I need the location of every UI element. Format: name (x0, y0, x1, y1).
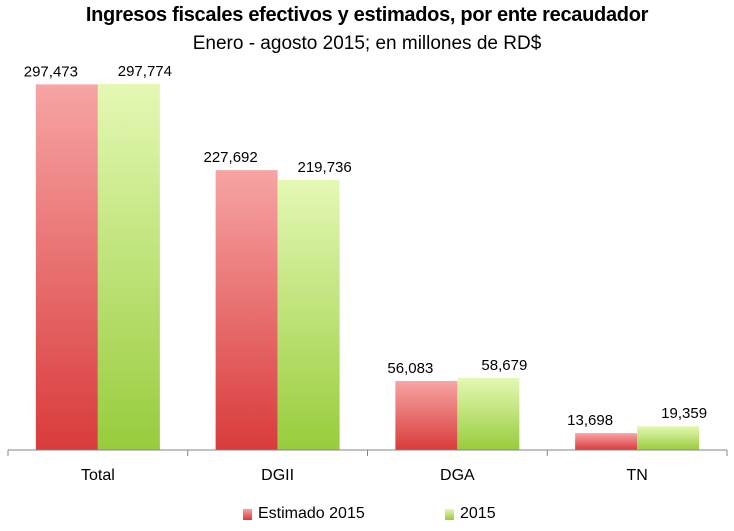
legend-swatch-2015 (445, 508, 454, 520)
value-label-total-series-1: 297,774 (118, 63, 172, 80)
value-label-tn-series-1: 19,359 (661, 405, 707, 422)
chart-legend: Estimado 2015 2015 (0, 505, 734, 529)
bar-total-series-1 (97, 84, 160, 450)
category-label-dga: DGA (440, 467, 475, 484)
chart-subtitle: Enero - agosto 2015; en millones de RD$ (192, 33, 542, 54)
value-label-dga-series-0: 56,083 (387, 360, 433, 377)
category-label-total: Total (81, 467, 115, 484)
bar-dga-series-0 (395, 381, 458, 450)
value-label-dga-series-1: 58,679 (481, 357, 527, 374)
bar-tn-series-0 (575, 433, 638, 450)
legend-swatch-estimado (243, 508, 252, 520)
bar-tn-series-1 (637, 426, 700, 450)
category-label-tn: TN (626, 467, 647, 484)
legend-item-2015: 2015 (445, 505, 496, 523)
bar-dga-series-1 (457, 377, 520, 450)
legend-label-2015: 2015 (460, 505, 496, 522)
value-label-dgii-series-0: 227,692 (204, 149, 258, 166)
chart-title: Ingresos fiscales efectivos y estimados,… (85, 4, 649, 26)
value-label-total-series-0: 297,473 (24, 63, 78, 80)
category-label-dgii: DGII (261, 467, 294, 484)
legend-item-estimado: Estimado 2015 (243, 505, 365, 523)
bar-dgii-series-1 (277, 179, 340, 450)
value-label-dgii-series-1: 219,736 (298, 159, 352, 176)
legend-label-estimado: Estimado 2015 (258, 505, 365, 522)
value-label-tn-series-0: 13,698 (567, 412, 613, 429)
bar-dgii-series-0 (215, 170, 278, 450)
bar-total-series-0 (35, 84, 98, 450)
